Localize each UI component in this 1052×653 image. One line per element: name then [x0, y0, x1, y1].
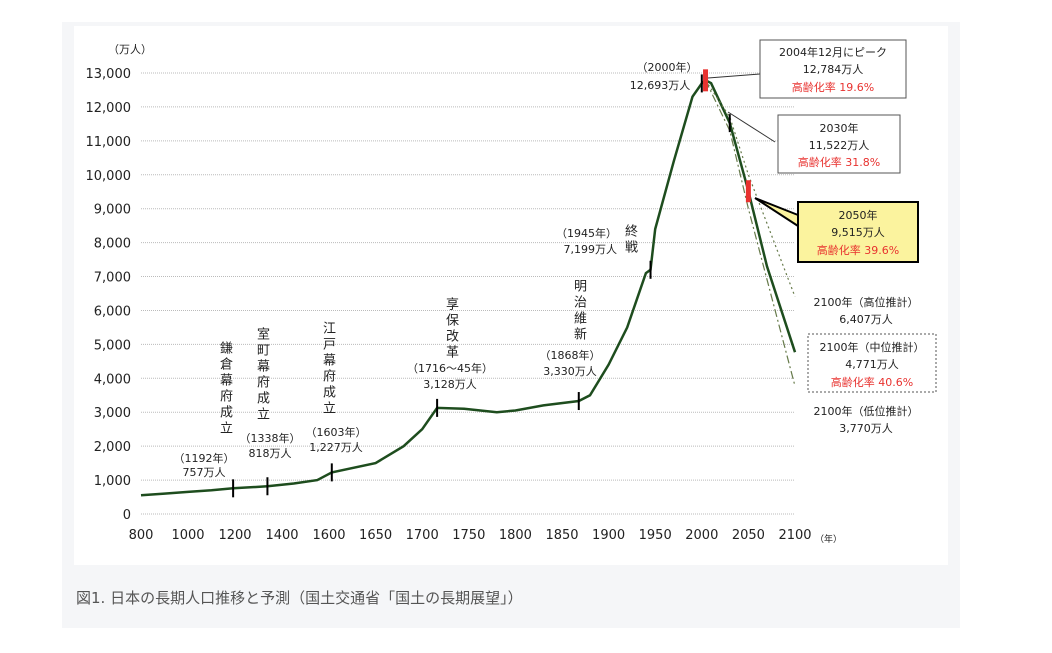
meiji-pop: 3,330万人 [543, 365, 597, 378]
event-label-war: 終戦 [622, 224, 637, 256]
figure-caption: 図1. 日本の長期人口推移と予測（国土交通省「国土の長期展望」） [76, 589, 523, 607]
x-tick-label: 1900 [592, 528, 625, 543]
mid-aging: 高齢化率 40.6% [831, 375, 913, 389]
x-tick-label: 1700 [406, 528, 439, 543]
low-pop: 3,770万人 [839, 422, 893, 435]
2100-mid-callout: 2100年（中位推計） 4,771万人 高齢化率 40.6% [807, 333, 937, 393]
event-label-kyoho: 享保改革 [443, 297, 458, 361]
x-tick-label: 1800 [499, 528, 532, 543]
peak-pop: 12,784万人 [803, 63, 864, 76]
war-year: （1945年） [556, 226, 617, 240]
x-tick-label: 800 [129, 528, 154, 543]
x-tick-label: 1950 [639, 528, 672, 543]
2000-year: （2000年） [637, 60, 698, 74]
war-pop: 7,199万人 [564, 243, 618, 256]
event-label-kamakura: 鎌倉幕府成立 [217, 341, 232, 437]
y-tick-label: 11,000 [86, 135, 132, 150]
muromachi-year: （1338年） [240, 431, 301, 445]
kamakura-year: （1192年） [174, 451, 235, 465]
kyoho-pop: 3,128万人 [423, 378, 477, 391]
edo-year: （1603年） [306, 425, 367, 439]
2000-pop: 12,693万人 [630, 79, 691, 92]
peak-aging: 高齢化率 19.6% [792, 80, 874, 94]
y-tick-label: 6,000 [94, 304, 131, 319]
high-pop: 6,407万人 [839, 313, 893, 326]
event-label-meiji: 明治維新 [571, 279, 586, 343]
y-tick-label: 5,000 [94, 338, 131, 353]
2030-callout: 2030年 11,522万人 高齢化率 31.8% [727, 111, 901, 174]
peak-label: 2004年12月にピーク [779, 45, 887, 59]
x-tick-label: 2100 [778, 528, 811, 543]
y-tick-label: 9,000 [94, 203, 131, 218]
y-tick-label: 7,000 [94, 271, 131, 286]
2050-callout: 2050年 9,515万人 高齢化率 39.6% [754, 197, 919, 263]
kyoho-year: （1716～45年） [407, 361, 493, 375]
series-line-dashdot [704, 80, 796, 387]
meiji-year: （1868年） [540, 348, 601, 362]
y-tick-label: 0 [123, 508, 131, 523]
edo-pop: 1,227万人 [309, 441, 363, 454]
2030-label: 2030年 [820, 121, 859, 135]
muromachi-pop: 818万人 [249, 447, 292, 460]
high-label: 2100年（高位推計） [814, 295, 919, 309]
2100-low-label: 2100年（低位推計） 3,770万人 [814, 404, 919, 435]
x-tick-label: 1600 [312, 528, 345, 543]
y-tick-label: 4,000 [94, 372, 131, 387]
low-label: 2100年（低位推計） [814, 404, 919, 418]
x-tick-label: 1650 [359, 528, 392, 543]
y-tick-label: 12,000 [86, 101, 132, 116]
2050-pop: 9,515万人 [831, 226, 885, 239]
x-tick-label: 2050 [732, 528, 765, 543]
kamakura-pop: 757万人 [183, 466, 226, 479]
y-tick-label: 13,000 [86, 67, 132, 82]
x-tick-label: 2000 [685, 528, 718, 543]
y-tick-label: 2,000 [94, 440, 131, 455]
mid-label: 2100年（中位推計） [820, 340, 925, 354]
y-tick-label: 3,000 [94, 406, 131, 421]
2100-high-label: 2100年（高位推計） 6,407万人 [814, 295, 919, 326]
mid-pop: 4,771万人 [845, 358, 899, 371]
y-tick-label: 10,000 [86, 169, 132, 184]
y-tick-label: 1,000 [94, 474, 131, 489]
y-axis-unit: （万人） [108, 43, 152, 56]
x-tick-label: 1850 [545, 528, 578, 543]
event-label-edo: 江戸幕府成立 [320, 321, 335, 417]
x-tick-label: 1000 [171, 528, 204, 543]
2050-label: 2050年 [839, 208, 878, 222]
2030-aging: 高齢化率 31.8% [798, 155, 880, 169]
2030-pop: 11,522万人 [809, 139, 870, 152]
y-tick-label: 8,000 [94, 237, 131, 252]
x-tick-label: 1400 [265, 528, 298, 543]
x-tick-label: 1200 [218, 528, 251, 543]
event-label-muromachi: 室町幕府成立 [254, 327, 269, 423]
x-tick-label: 1750 [452, 528, 485, 543]
2050-aging: 高齢化率 39.6% [817, 243, 899, 257]
x-axis-unit: （年） [815, 533, 842, 545]
peak-callout: 2004年12月にピーク 12,784万人 高齢化率 19.6% [707, 39, 907, 99]
